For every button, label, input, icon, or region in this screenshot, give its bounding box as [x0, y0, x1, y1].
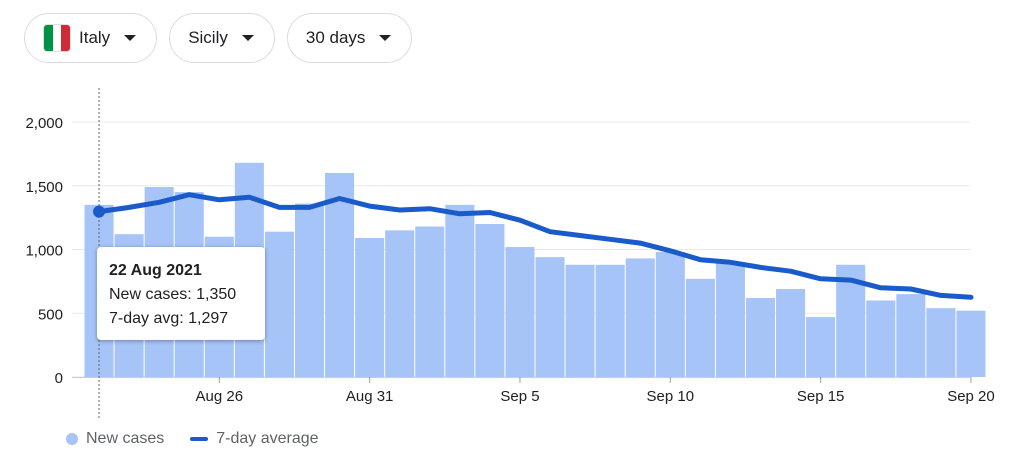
bar: [415, 226, 445, 377]
chart-legend: New cases 7-day average: [66, 430, 345, 448]
tooltip-date: 22 Aug 2021: [109, 262, 202, 279]
x-tick-label: Sep 5: [500, 388, 539, 405]
legend-label-average: 7-day average: [216, 430, 319, 447]
range-select[interactable]: 30 days: [286, 13, 413, 63]
bar: [625, 258, 655, 377]
bar: [806, 317, 836, 377]
bar: [355, 238, 385, 377]
bar: [745, 297, 776, 377]
y-tick-label: 0: [55, 370, 63, 387]
legend-label-new-cases: New cases: [86, 430, 165, 447]
legend-line-icon: [190, 437, 209, 441]
legend-item-average[interactable]: 7-day average: [190, 430, 319, 448]
region-select[interactable]: Sicily: [169, 13, 275, 63]
x-tick-label: Sep 15: [797, 388, 845, 405]
x-tick-label: Sep 20: [947, 388, 995, 405]
bar: [776, 289, 806, 377]
caret-down-icon: [124, 35, 137, 41]
bar: [685, 278, 715, 377]
y-tick-label: 500: [38, 306, 63, 323]
legend-dot-icon: [66, 433, 78, 445]
bar: [475, 224, 505, 377]
y-tick-label: 1,500: [25, 179, 63, 196]
bar: [505, 246, 535, 377]
caret-down-icon: [379, 35, 392, 41]
country-select[interactable]: Italy: [24, 13, 158, 63]
italy-flag-icon: [43, 24, 71, 52]
bar: [896, 294, 926, 377]
chart-tooltip: 22 Aug 2021 New cases: 1,350 7-day avg: …: [97, 247, 265, 340]
bar: [926, 308, 956, 377]
bar: [294, 203, 325, 377]
bar: [565, 264, 595, 377]
bar: [956, 310, 986, 377]
bar: [595, 264, 625, 377]
x-tick-label: Aug 31: [346, 388, 394, 405]
country-select-label: Italy: [79, 28, 111, 47]
region-select-label: Sicily: [188, 28, 228, 47]
bar: [866, 300, 896, 377]
average-line: [96, 192, 974, 300]
bar: [715, 263, 745, 377]
bar: [655, 252, 685, 377]
x-tick-label: Aug 26: [196, 388, 244, 405]
bar: [535, 257, 565, 377]
filter-bar: Italy Sicily 30 days: [24, 13, 413, 63]
highlight-point: [93, 205, 106, 218]
caret-down-icon: [241, 35, 254, 41]
legend-item-new-cases[interactable]: New cases: [66, 430, 164, 448]
bar: [264, 231, 294, 377]
tooltip-average: 7-day avg: 1,297: [109, 310, 229, 327]
x-tick-label: Sep 10: [647, 388, 695, 405]
y-tick-label: 2,000: [25, 115, 63, 132]
bar: [325, 173, 355, 377]
tooltip-new-cases: New cases: 1,350: [109, 286, 237, 303]
bar: [445, 204, 475, 377]
y-tick-label: 1,000: [25, 243, 63, 260]
bar: [385, 230, 415, 377]
range-select-label: 30 days: [305, 28, 366, 47]
